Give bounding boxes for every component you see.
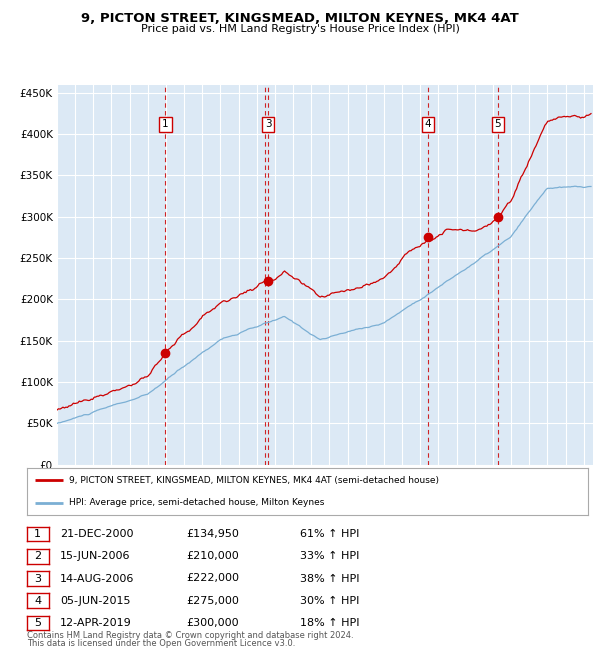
Text: 2: 2 <box>34 551 41 562</box>
Text: 05-JUN-2015: 05-JUN-2015 <box>60 595 131 606</box>
Text: HPI: Average price, semi-detached house, Milton Keynes: HPI: Average price, semi-detached house,… <box>69 498 325 507</box>
Text: 14-AUG-2006: 14-AUG-2006 <box>60 573 134 584</box>
Text: 15-JUN-2006: 15-JUN-2006 <box>60 551 131 562</box>
Text: 1: 1 <box>162 120 169 129</box>
Text: £222,000: £222,000 <box>186 573 239 584</box>
Text: 4: 4 <box>34 595 41 606</box>
Text: 3: 3 <box>265 120 271 129</box>
Text: 21-DEC-2000: 21-DEC-2000 <box>60 529 133 539</box>
Text: 4: 4 <box>425 120 431 129</box>
Text: 38% ↑ HPI: 38% ↑ HPI <box>300 573 359 584</box>
Text: 18% ↑ HPI: 18% ↑ HPI <box>300 618 359 628</box>
Text: 3: 3 <box>34 573 41 584</box>
Text: 9, PICTON STREET, KINGSMEAD, MILTON KEYNES, MK4 4AT: 9, PICTON STREET, KINGSMEAD, MILTON KEYN… <box>81 12 519 25</box>
Text: 1: 1 <box>34 529 41 539</box>
Text: £275,000: £275,000 <box>186 595 239 606</box>
Text: £210,000: £210,000 <box>186 551 239 562</box>
Text: 5: 5 <box>34 618 41 628</box>
Text: Contains HM Land Registry data © Crown copyright and database right 2024.: Contains HM Land Registry data © Crown c… <box>27 631 353 640</box>
Text: £134,950: £134,950 <box>186 529 239 539</box>
Text: Price paid vs. HM Land Registry's House Price Index (HPI): Price paid vs. HM Land Registry's House … <box>140 24 460 34</box>
Text: 61% ↑ HPI: 61% ↑ HPI <box>300 529 359 539</box>
Text: 12-APR-2019: 12-APR-2019 <box>60 618 132 628</box>
Text: 30% ↑ HPI: 30% ↑ HPI <box>300 595 359 606</box>
Text: 5: 5 <box>494 120 502 129</box>
Text: £300,000: £300,000 <box>186 618 239 628</box>
Text: 33% ↑ HPI: 33% ↑ HPI <box>300 551 359 562</box>
Text: 9, PICTON STREET, KINGSMEAD, MILTON KEYNES, MK4 4AT (semi-detached house): 9, PICTON STREET, KINGSMEAD, MILTON KEYN… <box>69 476 439 485</box>
Text: This data is licensed under the Open Government Licence v3.0.: This data is licensed under the Open Gov… <box>27 639 295 648</box>
